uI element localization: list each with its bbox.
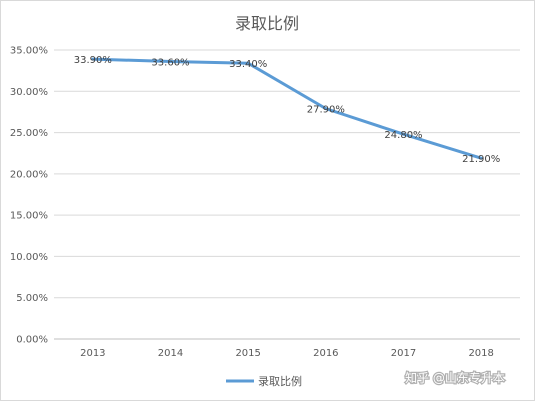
data-label: 21.90% [462,154,500,165]
x-tick-label: 2016 [313,348,338,359]
data-label: 33.60% [151,58,189,69]
x-tick-label: 2014 [158,348,183,359]
y-tick-label: 30.00% [10,87,48,98]
series-line [91,57,483,160]
x-tick-label: 2015 [235,348,260,359]
legend: 录取比例 [226,374,302,388]
chart-title: 录取比例 [235,14,299,33]
y-tick-label: 20.00% [10,169,48,180]
watermark-text: 知乎 @山东专升本 [405,370,505,385]
gridlines [54,49,520,340]
y-axis-ticks: 0.00% 5.00% 10.00% 15.00% 20.00% 25.00% 30.00%… [10,46,48,346]
y-tick-label: 35.00% [10,46,48,57]
y-tick-label: 25.00% [10,128,48,139]
watermark: 知乎 @山东专升本 [404,369,506,386]
x-tick-label: 2017 [391,348,416,359]
x-tick-label: 2013 [80,348,105,359]
y-tick-label: 0.00% [16,335,48,346]
x-tick-label: 2018 [468,348,493,359]
data-label: 33.90% [74,55,112,66]
x-axis-ticks: 2013 2014 2015 2016 2017 2018 [80,348,494,359]
series-group [91,57,483,160]
data-labels: 33.90% 33.60% 33.40% 27.90% 24.80% 21.90% [74,55,500,165]
data-label: 24.80% [384,130,422,141]
data-label: 33.40% [229,59,267,70]
y-tick-label: 5.00% [16,293,48,304]
data-label: 27.90% [307,105,345,116]
y-tick-label: 10.00% [10,252,48,263]
legend-label: 录取比例 [258,374,302,388]
y-tick-label: 15.00% [10,211,48,222]
